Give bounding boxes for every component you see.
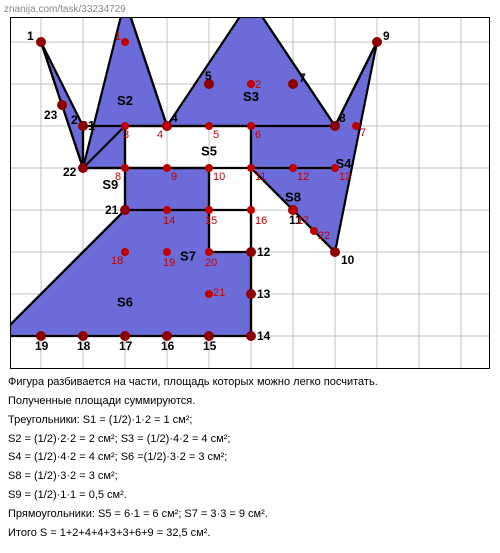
svg-text:16: 16 bbox=[255, 215, 267, 227]
para-1: Фигура разбивается на части, площадь кот… bbox=[8, 375, 492, 390]
svg-text:13: 13 bbox=[257, 287, 271, 301]
svg-text:10: 10 bbox=[213, 171, 225, 183]
svg-text:22: 22 bbox=[318, 230, 330, 242]
svg-text:3: 3 bbox=[123, 129, 129, 141]
para-5: S4 = (1/2)·4·2 = 4 см²; S6 =(1/2)·3·2 = … bbox=[8, 450, 492, 465]
svg-text:23: 23 bbox=[44, 108, 58, 122]
svg-text:15: 15 bbox=[203, 339, 217, 353]
para-7: S9 = (1/2)·1·1 = 0,5 см². bbox=[8, 488, 492, 503]
svg-text:8: 8 bbox=[115, 171, 121, 183]
para-4: S2 = (1/2)·2·2 = 2 см²; S3 = (1/2)·4·2 =… bbox=[8, 432, 492, 447]
svg-text:21: 21 bbox=[105, 203, 119, 217]
svg-text:7: 7 bbox=[360, 127, 366, 139]
svg-text:4: 4 bbox=[171, 111, 178, 125]
svg-text:20: 20 bbox=[205, 257, 217, 269]
explanation: Фигура разбивается на части, площадь кот… bbox=[0, 369, 500, 553]
para-8: Прямоугольники: S5 = 6·1 = 6 см²; S7 = 3… bbox=[8, 507, 492, 522]
svg-text:17: 17 bbox=[297, 215, 309, 227]
svg-text:22: 22 bbox=[63, 165, 77, 179]
svg-text:9: 9 bbox=[383, 29, 390, 43]
svg-text:19: 19 bbox=[163, 257, 175, 269]
svg-text:13: 13 bbox=[339, 171, 351, 183]
figure: S1S2S3S4S5S6S7S8S91234567891011121314151… bbox=[10, 17, 490, 369]
svg-text:12: 12 bbox=[257, 245, 271, 259]
para-9: Итого S = 1+2+4+4+3+3+6+9 = 32,5 см². bbox=[8, 526, 492, 541]
svg-text:8: 8 bbox=[339, 111, 346, 125]
svg-text:15: 15 bbox=[205, 215, 217, 227]
svg-text:16: 16 bbox=[161, 339, 175, 353]
svg-text:19: 19 bbox=[35, 339, 49, 353]
svg-text:S5: S5 bbox=[201, 143, 217, 158]
svg-text:S2: S2 bbox=[117, 93, 133, 108]
svg-text:11: 11 bbox=[255, 171, 266, 183]
svg-text:9: 9 bbox=[171, 171, 177, 183]
svg-text:14: 14 bbox=[257, 329, 271, 343]
svg-text:14: 14 bbox=[163, 215, 175, 227]
svg-text:1: 1 bbox=[115, 31, 121, 43]
svg-text:S7: S7 bbox=[180, 248, 196, 263]
para-2: Полученные площади суммируются. bbox=[8, 394, 492, 409]
svg-text:4: 4 bbox=[157, 129, 163, 141]
svg-text:10: 10 bbox=[341, 253, 355, 267]
source-url: znanija.com/task/33234729 bbox=[0, 0, 500, 15]
svg-text:6: 6 bbox=[255, 129, 261, 141]
para-3: Треугольники: S1 = (1/2)·1·2 = 1 см²; bbox=[8, 413, 492, 428]
svg-text:7: 7 bbox=[299, 71, 306, 85]
para-6: S8 = (1/2)·3·2 = 3 см²; bbox=[8, 469, 492, 484]
svg-text:S8: S8 bbox=[285, 190, 301, 205]
svg-text:5: 5 bbox=[205, 69, 212, 83]
svg-text:1: 1 bbox=[27, 29, 34, 43]
svg-text:17: 17 bbox=[119, 339, 133, 353]
svg-text:5: 5 bbox=[213, 129, 219, 141]
svg-text:18: 18 bbox=[77, 339, 91, 353]
svg-text:2: 2 bbox=[71, 113, 78, 127]
svg-text:S6: S6 bbox=[117, 295, 133, 310]
svg-text:21: 21 bbox=[213, 287, 225, 299]
svg-text:18: 18 bbox=[111, 255, 123, 267]
svg-text:12: 12 bbox=[297, 171, 309, 183]
svg-text:2: 2 bbox=[255, 79, 261, 91]
svg-text:S3: S3 bbox=[243, 89, 259, 104]
